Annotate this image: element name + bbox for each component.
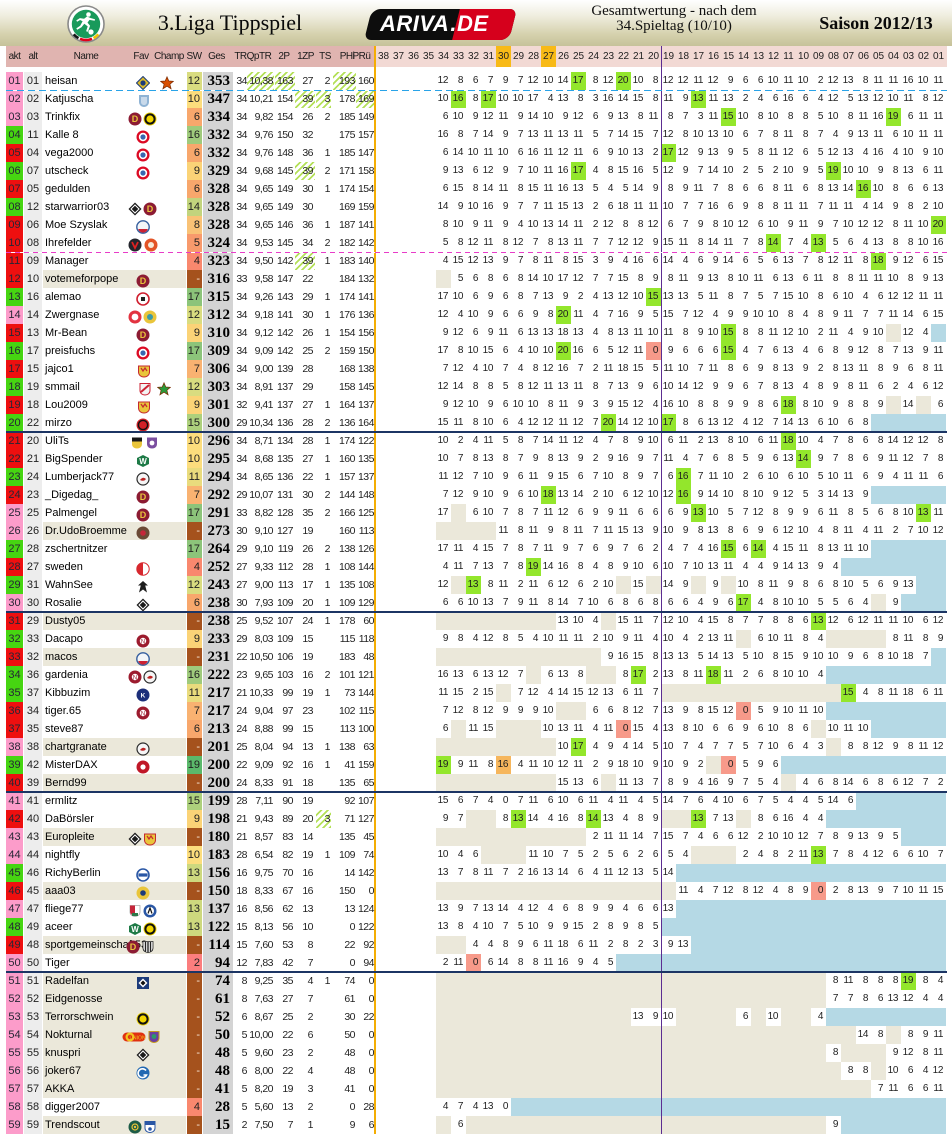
svg-text:N: N xyxy=(141,640,145,646)
svg-text:D: D xyxy=(140,276,147,286)
svg-text:N: N xyxy=(141,712,145,718)
svg-text:D: D xyxy=(132,114,139,124)
svg-text:K: K xyxy=(141,693,146,700)
svg-text:D: D xyxy=(130,942,137,952)
svg-text:N: N xyxy=(133,676,137,682)
svg-text:D: D xyxy=(140,510,147,520)
svg-text:D: D xyxy=(140,492,147,502)
svg-text:UNION: UNION xyxy=(129,1036,146,1042)
svg-text:W: W xyxy=(131,925,139,934)
svg-text:D: D xyxy=(140,330,147,340)
svg-text:W: W xyxy=(139,457,147,466)
svg-text:D: D xyxy=(147,204,154,214)
